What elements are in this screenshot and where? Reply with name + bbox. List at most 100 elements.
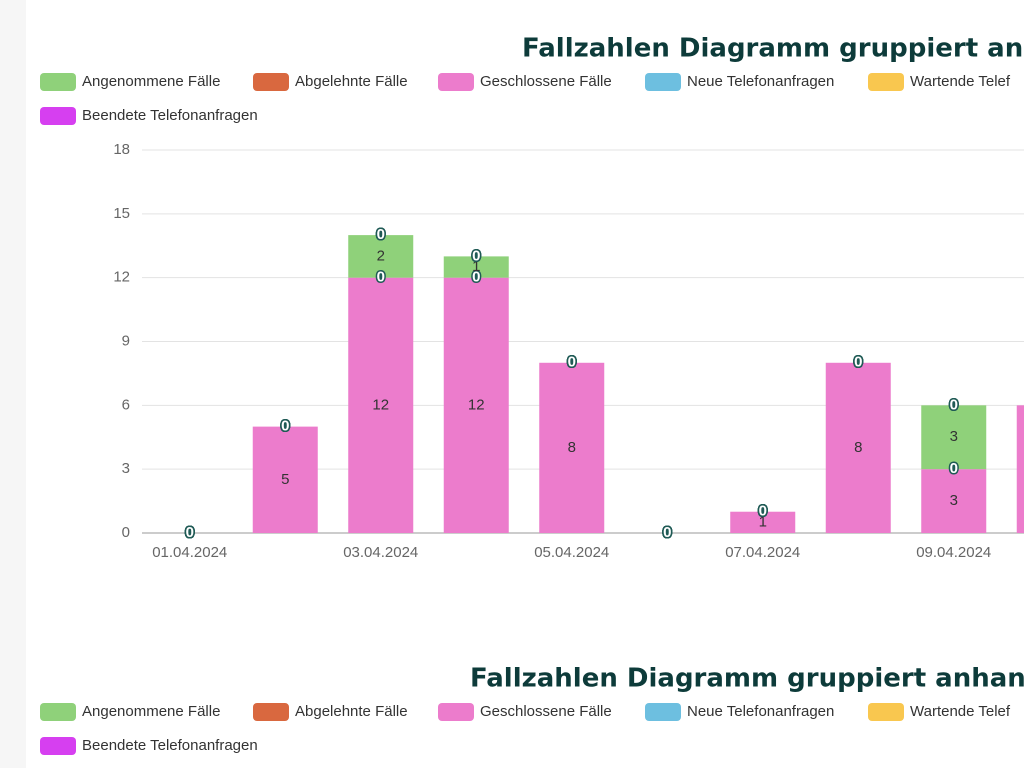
data-label: 12: [468, 396, 485, 413]
bar-segment: [443, 256, 509, 278]
bar-segment: [921, 405, 987, 470]
data-label: 0: [281, 418, 289, 435]
data-label: 0: [568, 354, 576, 371]
data-label: 0: [186, 524, 194, 541]
legend-label: Wartende Telef: [910, 703, 1011, 720]
data-label: 0: [281, 418, 289, 435]
legend-swatch: [40, 107, 76, 125]
data-label: 8: [854, 439, 862, 456]
chart-title: Fallzahlen Diagramm gruppiert anh: [522, 34, 1024, 64]
data-label: 0: [950, 396, 958, 413]
legend-label: Angenommene Fälle: [82, 703, 220, 720]
legend-label: Geschlossene Fälle: [480, 73, 612, 90]
data-label: 0: [759, 503, 767, 520]
legend-swatch: [868, 73, 904, 91]
data-label: 3: [950, 428, 958, 445]
y-tick-label: 9: [122, 332, 130, 349]
side-strip: [0, 0, 26, 768]
data-label: 0: [759, 503, 767, 520]
data-label: 2: [377, 247, 385, 264]
x-tick-label: 03.04.2024: [343, 544, 418, 561]
y-tick-label: 18: [113, 141, 130, 158]
x-tick-label: 01.04.2024: [152, 544, 227, 561]
bar-segment: [252, 426, 318, 533]
legend-swatch: [868, 703, 904, 721]
legend-label: Abgelehnte Fälle: [295, 703, 408, 720]
legend-label: Angenommene Fälle: [82, 73, 220, 90]
data-label: 0: [377, 226, 385, 243]
data-label: 0: [854, 354, 862, 371]
y-tick-label: 0: [122, 524, 130, 541]
data-label: 0: [663, 524, 671, 541]
data-label: 0: [281, 418, 289, 435]
y-tick-label: 6: [122, 396, 130, 413]
data-label: 0: [854, 354, 862, 371]
bar-segment: [1016, 405, 1024, 533]
data-label: 0: [568, 354, 576, 371]
data-label: 0: [663, 524, 671, 541]
legend-swatch: [645, 703, 681, 721]
legend-swatch: [438, 703, 474, 721]
data-label: 0: [186, 524, 194, 541]
legend-swatch: [253, 703, 289, 721]
data-label: 0: [950, 460, 958, 477]
legend-label: Wartende Telef: [910, 73, 1011, 90]
legend-label: Abgelehnte Fälle: [295, 73, 408, 90]
bar-segment: [539, 362, 605, 533]
data-label: 0: [568, 354, 576, 371]
data-label: 0: [281, 418, 289, 435]
data-label: 0: [472, 269, 480, 286]
chart-title: Fallzahlen Diagramm gruppiert anhand: [470, 664, 1024, 694]
legend-swatch: [40, 703, 76, 721]
legend-swatch: [253, 73, 289, 91]
data-label: 12: [372, 396, 389, 413]
data-label: 0: [186, 524, 194, 541]
x-tick-label: 09.04.2024: [916, 544, 991, 561]
y-tick-label: 15: [113, 205, 130, 222]
data-label: 5: [281, 471, 289, 488]
data-label: 0: [472, 247, 480, 264]
data-label: 0: [472, 247, 480, 264]
legend-label: Neue Telefonanfragen: [687, 703, 834, 720]
data-label: 0: [854, 354, 862, 371]
data-label: 0: [759, 503, 767, 520]
data-label: 0: [663, 524, 671, 541]
data-label: 0: [568, 354, 576, 371]
data-label: 0: [281, 418, 289, 435]
bar-segment: [730, 511, 796, 533]
data-label: 0: [186, 524, 194, 541]
data-label: 0: [568, 354, 576, 371]
data-label: 1: [472, 258, 480, 275]
y-tick-label: 3: [122, 460, 130, 477]
legend-label: Beendete Telefonanfragen: [82, 107, 258, 124]
legend-swatch: [438, 73, 474, 91]
legend-label: Beendete Telefonanfragen: [82, 737, 258, 754]
legend-label: Neue Telefonanfragen: [687, 73, 834, 90]
legend-swatch: [645, 73, 681, 91]
x-tick-label: 07.04.2024: [725, 544, 800, 561]
bar-segment: [825, 362, 891, 533]
data-label: 0: [663, 524, 671, 541]
bar-segment: [348, 277, 414, 533]
data-label: 0: [854, 354, 862, 371]
data-label: 0: [950, 396, 958, 413]
legend-swatch: [40, 73, 76, 91]
data-label: 0: [186, 524, 194, 541]
data-label: 1: [759, 513, 767, 530]
bar-segment: [443, 277, 509, 533]
y-tick-label: 12: [113, 269, 130, 286]
data-label: 0: [759, 503, 767, 520]
data-label: 3: [950, 492, 958, 509]
bar-segment: [921, 469, 987, 533]
data-label: 0: [472, 247, 480, 264]
data-label: 0: [186, 524, 194, 541]
data-label: 0: [377, 226, 385, 243]
bar-segment: [348, 235, 414, 278]
data-label: 0: [377, 269, 385, 286]
legend-label: Geschlossene Fälle: [480, 703, 612, 720]
data-label: 0: [759, 503, 767, 520]
data-label: 0: [663, 524, 671, 541]
data-label: 8: [568, 439, 576, 456]
x-tick-label: 05.04.2024: [534, 544, 609, 561]
